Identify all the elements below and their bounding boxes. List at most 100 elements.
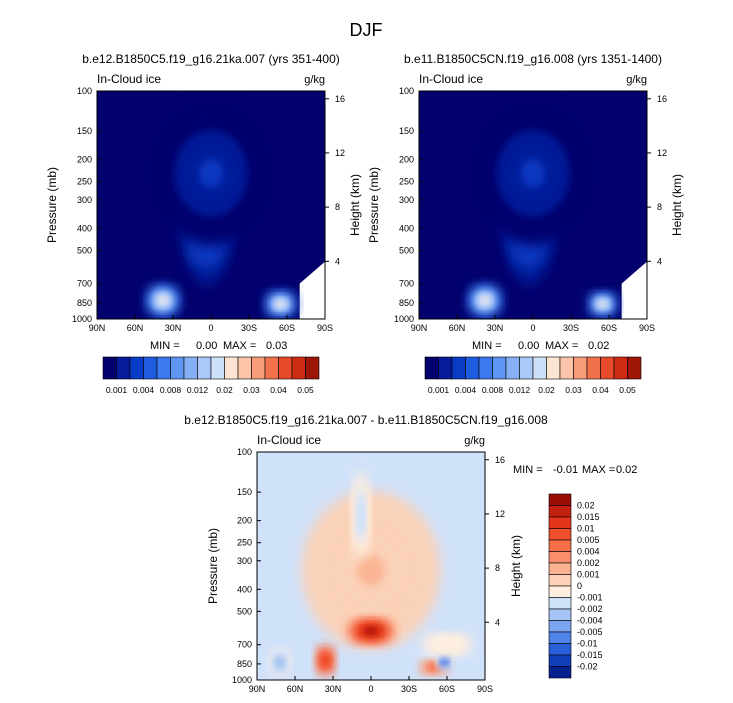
- colorbar-swatch: [548, 585, 572, 598]
- colorbar-label: -0.001: [577, 593, 603, 603]
- stats-label: MIN = 0.00 MAX = 0.03: [150, 340, 287, 352]
- min-label: MIN =: [150, 340, 180, 352]
- x-tick-label: 90N: [411, 323, 428, 333]
- colorbar-label: 0.02: [216, 385, 233, 395]
- min-value: 0.00: [196, 340, 217, 352]
- y-tick-label: 500: [237, 606, 252, 616]
- x-tick-label: 60N: [127, 323, 144, 333]
- colorbar-swatch: [492, 356, 507, 380]
- colorbar-label: 0.04: [592, 385, 609, 395]
- y2-tick-label: 12: [657, 148, 667, 158]
- y-axis-label: Pressure (mb): [45, 167, 59, 243]
- y2-tick-label: 4: [657, 256, 662, 266]
- colorbar-label: 0.002: [577, 558, 600, 568]
- x-tick-label: 0: [368, 684, 373, 694]
- colorbar-swatch: [278, 356, 293, 380]
- colorbar-label: 0.004: [455, 385, 477, 395]
- colorbar-label: 0.015: [577, 512, 600, 522]
- x-tick-label: 90S: [639, 323, 655, 333]
- colorbar-swatch: [546, 356, 561, 380]
- colorbar-label: 0.005: [577, 535, 600, 545]
- max-label: MAX =: [582, 464, 615, 476]
- colorbar-swatch: [438, 356, 453, 380]
- panel-right: b.e11.B1850C5CN.f19_g16.008 (yrs 1351-14…: [367, 52, 684, 395]
- colorbar-swatch: [548, 597, 572, 610]
- contour-level-2-4: [277, 301, 284, 307]
- units-label: g/kg: [304, 74, 325, 86]
- colorbar-label: 0.008: [482, 385, 504, 395]
- x-tick-label: 60S: [439, 684, 455, 694]
- colorbar-label: 0.001: [577, 570, 600, 580]
- colorbar-swatch: [143, 356, 158, 380]
- colorbar-label: 0.03: [243, 385, 260, 395]
- contour-level-3-4: [431, 665, 438, 669]
- colorbar-label: -0.004: [577, 616, 603, 626]
- colorbar-label: 0.02: [538, 385, 555, 395]
- colorbar-swatch: [305, 356, 320, 380]
- y2-tick-label: 12: [495, 509, 505, 519]
- colorbar-swatch: [548, 539, 572, 552]
- colorbar-swatch: [116, 356, 131, 380]
- colorbar-swatch: [197, 356, 212, 380]
- min-value: -0.01: [553, 464, 578, 476]
- colorbar-swatch: [129, 356, 144, 380]
- colorbar-swatch: [548, 666, 572, 679]
- contour-level-2-4: [323, 657, 328, 664]
- colorbar-swatch: [548, 551, 572, 564]
- panel-difference: b.e12.B1850C5.f19_g16.21ka.007 - b.e11.B…: [184, 413, 637, 694]
- y2-tick-label: 8: [495, 563, 500, 573]
- contour-level-4-4: [520, 159, 546, 188]
- colorbar-swatch: [505, 356, 520, 380]
- y-tick-label: 100: [77, 86, 92, 96]
- y-tick-label: 100: [237, 447, 252, 457]
- colorbar-label: 0.001: [106, 385, 128, 395]
- y2-tick-label: 8: [335, 202, 340, 212]
- colorbar-label: -0.015: [577, 650, 603, 660]
- colorbar-swatch: [102, 356, 117, 380]
- colorbar-swatch: [548, 643, 572, 656]
- contour-level-2-4: [599, 301, 606, 307]
- units-label: g/kg: [464, 435, 485, 447]
- colorbar-swatch: [548, 654, 572, 667]
- colorbar-swatch: [264, 356, 279, 380]
- y-tick-label: 400: [77, 223, 92, 233]
- y-tick-label: 1000: [394, 314, 414, 324]
- colorbar-label: 0: [577, 581, 582, 591]
- colorbar-swatch: [573, 356, 588, 380]
- y2-axis-label: Height (km): [509, 535, 523, 597]
- y-tick-label: 250: [399, 177, 414, 187]
- y-tick-label: 250: [77, 177, 92, 187]
- y-tick-label: 700: [237, 640, 252, 650]
- max-value: 0.03: [266, 340, 287, 352]
- x-tick-label: 60N: [287, 684, 304, 694]
- max-label: MAX =: [223, 340, 256, 352]
- y-tick-label: 850: [77, 298, 92, 308]
- y-tick-label: 850: [399, 298, 414, 308]
- colorbar-label: -0.005: [577, 627, 603, 637]
- colorbar-label: 0.004: [577, 547, 600, 557]
- min-label: MIN =: [513, 464, 543, 476]
- contour-level-1-4: [366, 628, 376, 634]
- contour-level-4-4: [198, 159, 224, 188]
- colorbar-label: 0.05: [619, 385, 636, 395]
- colorbar-label: 0.001: [428, 385, 450, 395]
- y-tick-label: 500: [399, 245, 414, 255]
- field-label: In-Cloud ice: [97, 72, 161, 86]
- field-label: In-Cloud ice: [419, 72, 483, 86]
- x-tick-label: 60S: [279, 323, 295, 333]
- y-tick-label: 150: [77, 126, 92, 136]
- y2-tick-label: 4: [495, 617, 500, 627]
- panel-title: b.e12.B1850C5.f19_g16.21ka.007 (yrs 351-…: [82, 52, 340, 66]
- colorbar-label: -0.01: [577, 639, 598, 649]
- y-tick-label: 200: [237, 516, 252, 526]
- contour-level-4-4: [442, 658, 446, 663]
- colorbar: 0.001 0.004 0.008 0.012 0.02 0.03 0.04 0.05: [102, 356, 320, 395]
- axes: 100 150 200 250 300 400 500 700 850 1000 16 12 8 4 90N…: [72, 86, 345, 333]
- y-tick-label: 250: [237, 538, 252, 548]
- x-tick-label: 90N: [89, 323, 106, 333]
- y-tick-label: 700: [77, 279, 92, 289]
- panel-title: b.e12.B1850C5.f19_g16.21ka.007 - b.e11.B…: [184, 413, 548, 427]
- colorbar-swatch: [251, 356, 266, 380]
